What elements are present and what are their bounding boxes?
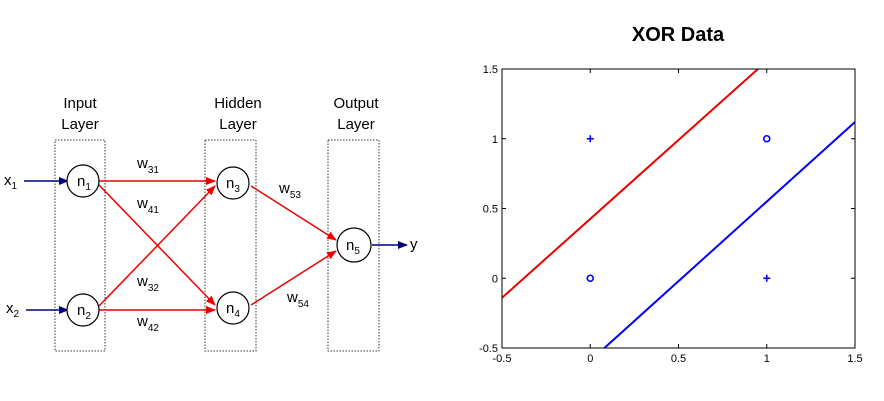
weight-w41-sub: 41 (148, 205, 160, 216)
svg-text:w53: w53 (278, 180, 301, 201)
decision-line-1 (502, 69, 759, 299)
x-tick-label: 0 (587, 353, 593, 365)
axis-ticks: -0.5 0 0.5 1 1.5 -0.5 0 0.5 1 1.5 (479, 64, 863, 365)
svg-text:n2: n2 (77, 302, 91, 322)
weight-w53-base: w (278, 180, 290, 197)
neuron-n5-sub: 5 (354, 246, 360, 257)
weight-w41-base: w (136, 195, 148, 212)
weight-w42-base: w (136, 313, 148, 330)
plot-frame (501, 68, 856, 349)
connections (98, 177, 337, 314)
neuron-n5: n5 (336, 227, 372, 263)
weight-w31-sub: 31 (148, 165, 160, 176)
svg-text:w41: w41 (136, 195, 159, 216)
neuron-n1-sub: 1 (85, 182, 91, 193)
xor-chart: XOR Data -0.5 0 0.5 1 1.5 -0.5 0 0.5 1 1.5 (479, 24, 863, 365)
y-tick-label: 1 (492, 134, 498, 146)
neuron-n4-base: n (226, 300, 234, 317)
y-tick-label: 1.5 (483, 64, 498, 76)
weight-w32-sub: 32 (148, 283, 160, 294)
hidden-layer-box (204, 139, 257, 352)
x-tick-label: 1.5 (847, 353, 862, 365)
input-layer-label-line1: Input (63, 95, 97, 112)
svg-text:n5: n5 (346, 237, 360, 257)
input-x2-sub: 2 (14, 309, 20, 320)
weight-w42-sub: 42 (148, 323, 160, 334)
hidden-layer-label-line1: Hidden (214, 95, 262, 112)
svg-text:n4: n4 (226, 300, 240, 320)
neuron-n3: n3 (216, 166, 250, 200)
connection-n2-n3 (98, 185, 216, 307)
weight-w32-base: w (136, 273, 148, 290)
svg-text:x1: x1 (4, 172, 18, 192)
plot-points (586, 134, 771, 283)
input-layer-box (54, 139, 106, 352)
plot-lines (502, 69, 855, 348)
y-tick-label: 0.5 (483, 204, 498, 216)
plus-marker-2 (763, 274, 771, 282)
svg-text:n1: n1 (77, 173, 91, 193)
input-x2-base: x (6, 300, 14, 317)
neuron-n3-sub: 3 (234, 184, 240, 195)
circle-marker-1 (586, 274, 595, 283)
neuron-n5-base: n (346, 237, 354, 254)
weight-w54-sub: 54 (298, 299, 310, 310)
hidden-layer-label-line2: Layer (219, 116, 257, 133)
svg-text:w32: w32 (136, 273, 159, 294)
svg-text:n3: n3 (226, 175, 240, 195)
y-tick-label: 0 (492, 273, 498, 285)
input-x1-base: x (4, 172, 12, 189)
neuron-n2-sub: 2 (85, 311, 91, 322)
y-tick-label: -0.5 (479, 343, 498, 355)
neuron-n4-sub: 4 (234, 309, 240, 320)
decision-line-2 (603, 121, 855, 348)
neuron-n4: n4 (216, 291, 250, 325)
neuron-n2: n2 (66, 293, 100, 327)
output-layer-label-line1: Output (333, 95, 379, 112)
input-x1-sub: 1 (12, 181, 18, 192)
weight-w54-base: w (286, 289, 298, 306)
neuron-n3-base: n (226, 175, 234, 192)
svg-text:x2: x2 (6, 300, 20, 320)
neuron-n1: n1 (66, 164, 100, 198)
x-tick-label: -0.5 (493, 353, 512, 365)
network-diagram: Input Layer Hidden Layer Output Layer (4, 95, 418, 352)
weight-w53-sub: 53 (290, 190, 302, 201)
neuron-n1-base: n (77, 173, 85, 190)
input-layer-label-line2: Layer (61, 116, 99, 133)
neuron-n2-base: n (77, 302, 85, 319)
weight-w31-base: w (136, 155, 148, 172)
connection-n4-n5 (250, 250, 337, 306)
x-tick-label: 0.5 (671, 353, 686, 365)
output-y-label: y (410, 236, 418, 253)
chart-title: XOR Data (632, 24, 725, 46)
output-layer-label-line2: Layer (337, 116, 375, 133)
x-tick-label: 1 (764, 353, 770, 365)
svg-text:w31: w31 (136, 155, 159, 176)
circle-marker-2 (762, 134, 771, 143)
svg-text:w54: w54 (286, 289, 309, 310)
plus-marker-1 (586, 135, 594, 143)
svg-text:w42: w42 (136, 313, 159, 334)
connection-n3-n5 (250, 185, 337, 241)
